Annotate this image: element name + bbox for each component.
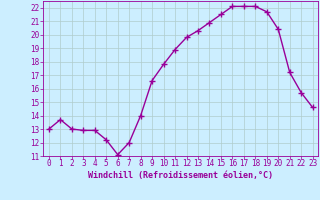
X-axis label: Windchill (Refroidissement éolien,°C): Windchill (Refroidissement éolien,°C) xyxy=(88,171,273,180)
